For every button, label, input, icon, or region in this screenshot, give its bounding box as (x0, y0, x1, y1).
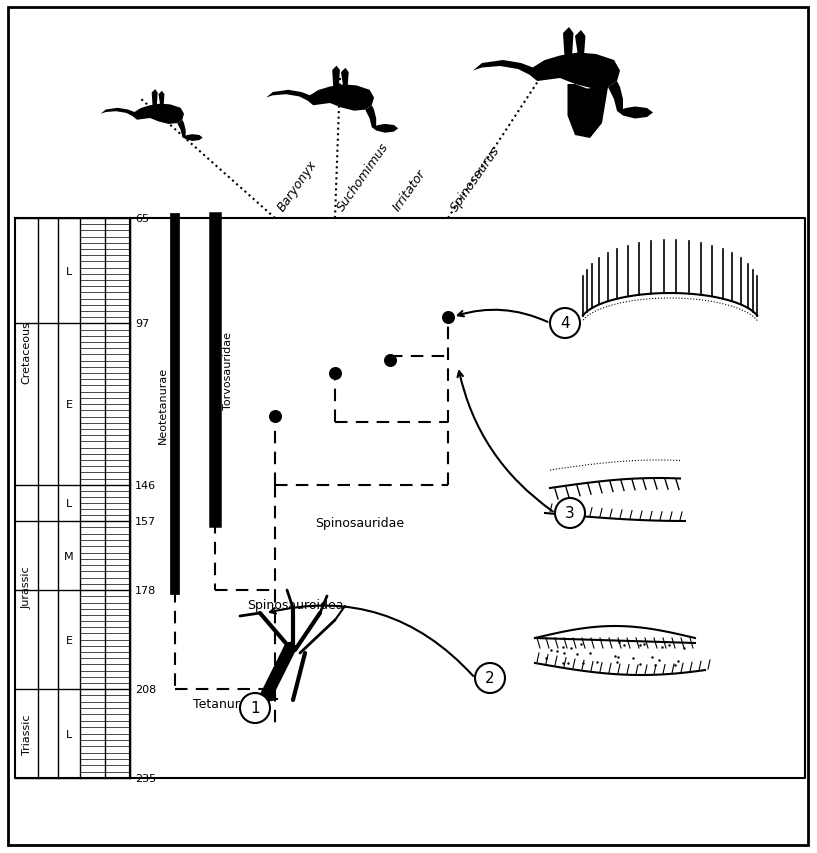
Polygon shape (100, 108, 141, 120)
Text: Baryonyx: Baryonyx (275, 158, 319, 214)
Text: L: L (66, 498, 72, 508)
Text: 1: 1 (250, 700, 260, 716)
Point (383, 353, 396, 367)
Polygon shape (152, 90, 158, 107)
Text: Neotetanurae: Neotetanurae (158, 366, 168, 444)
Polygon shape (308, 85, 374, 112)
Text: Cretaceous: Cretaceous (21, 321, 32, 383)
Text: 146: 146 (135, 480, 156, 490)
Text: Spinosaurus: Spinosaurus (448, 144, 502, 214)
Text: Spinosauridae: Spinosauridae (315, 516, 404, 529)
Polygon shape (133, 104, 184, 125)
Text: 178: 178 (135, 585, 156, 595)
Polygon shape (563, 28, 574, 58)
Polygon shape (333, 67, 340, 89)
Circle shape (550, 309, 580, 339)
Text: Triassic: Triassic (21, 713, 32, 754)
FancyBboxPatch shape (8, 8, 808, 845)
Point (269, 409, 282, 423)
Polygon shape (530, 54, 620, 90)
Text: Spinosauroidea: Spinosauroidea (247, 599, 343, 612)
Text: 3: 3 (565, 506, 575, 521)
Text: 157: 157 (135, 516, 156, 526)
Text: E: E (65, 635, 73, 645)
Text: Tetanurae: Tetanurae (193, 697, 256, 711)
Text: 235: 235 (135, 773, 156, 783)
Polygon shape (158, 91, 164, 106)
Text: Jurassic: Jurassic (21, 566, 32, 608)
Text: 65: 65 (135, 214, 149, 223)
Text: 4: 4 (560, 316, 569, 331)
Polygon shape (341, 69, 349, 87)
Polygon shape (608, 82, 623, 112)
Text: Torvosauridae: Torvosauridae (223, 331, 233, 409)
Polygon shape (568, 85, 608, 139)
Text: 97: 97 (135, 319, 150, 329)
Point (441, 310, 454, 324)
Polygon shape (266, 90, 319, 106)
Polygon shape (575, 31, 586, 56)
Text: 2: 2 (485, 670, 495, 686)
Polygon shape (177, 120, 185, 137)
Polygon shape (473, 61, 545, 82)
Polygon shape (617, 107, 653, 119)
Circle shape (475, 664, 505, 693)
Polygon shape (182, 135, 203, 142)
Text: Irritator: Irritator (390, 167, 428, 214)
Text: Suchomimus: Suchomimus (335, 141, 391, 214)
Text: M: M (65, 551, 74, 561)
Text: L: L (66, 266, 72, 276)
Text: E: E (65, 400, 73, 409)
Circle shape (240, 693, 270, 723)
Text: L: L (66, 728, 72, 739)
Point (328, 367, 342, 380)
Text: 208: 208 (135, 684, 156, 694)
Polygon shape (372, 125, 398, 134)
Polygon shape (365, 106, 376, 128)
Circle shape (555, 498, 585, 528)
